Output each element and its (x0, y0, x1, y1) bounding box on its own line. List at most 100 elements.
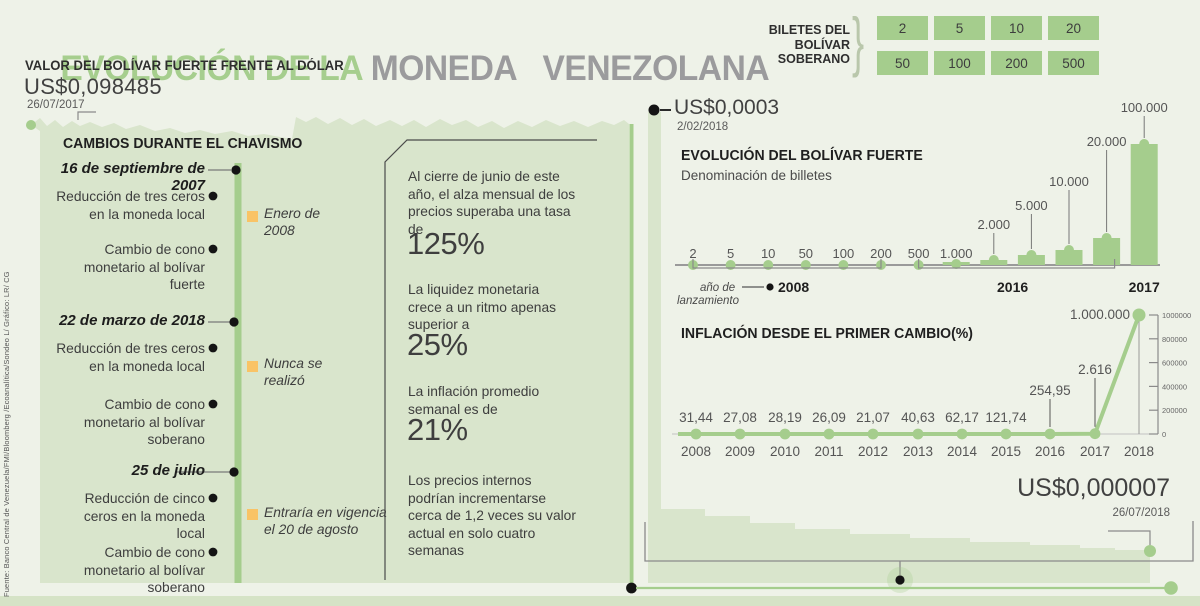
inflation-value-label: 31,44 (679, 410, 713, 425)
inflation-year-label: 2017 (1080, 444, 1110, 459)
denom-bar-cap (1101, 233, 1112, 243)
denom-bar-cap (1139, 139, 1150, 149)
header-subtitle: VALOR DEL BOLÍVAR FUERTE FRENTE AL DÓLAR (25, 58, 344, 73)
inflation-value-label: 27,08 (723, 410, 757, 425)
timeline-note: Entraría en vigencia el 20 de agosto (264, 505, 387, 538)
inflation-value-label: 40,63 (901, 410, 935, 425)
inflation-value-label: 62,17 (945, 410, 979, 425)
stat-text: Los precios internos podrían incrementar… (408, 473, 576, 559)
denom-label: 10 (761, 246, 775, 261)
denom-label: 5 (727, 246, 734, 261)
event3-dot (229, 467, 239, 477)
group-label: 2008 (778, 279, 809, 295)
group-label: 2017 (1129, 279, 1160, 295)
inflation-dot (956, 428, 968, 440)
timeline-note: Nunca se realizó (264, 356, 323, 389)
timeline-title: CAMBIOS DURANTE EL CHAVISMO (63, 136, 303, 152)
stat-value: 21% (407, 412, 468, 447)
inflation-year-label: 2016 (1035, 444, 1065, 459)
inflation-dot (779, 428, 791, 440)
timeline-item: Cambio de cono monetario al bolívar sobe… (83, 545, 205, 596)
year-dot (766, 283, 774, 291)
denom-bar-cap (1064, 245, 1074, 255)
denom-chart-title: EVOLUCIÓN DEL BOLÍVAR FUERTE (681, 148, 923, 164)
y-axis-tick-label: 800000 (1162, 335, 1187, 344)
event1-dot (231, 165, 241, 175)
denom-label: 100.000 (1121, 100, 1168, 115)
stat-value: 25% (407, 327, 468, 362)
callout-bottom-connector (1108, 530, 1151, 545)
banknote-box: 200 (991, 51, 1042, 75)
bullet-dot (208, 399, 218, 409)
baseline-left-dot (626, 582, 637, 594)
stat-value: 125% (407, 226, 485, 261)
inflation-year-label: 2009 (725, 444, 755, 459)
callout-top-dot (648, 104, 660, 116)
callout-bottom-date: 26/07/2018 (1112, 507, 1170, 519)
timeline-item: Cambio de cono monetario al bolívar fuer… (83, 242, 205, 293)
source-credit: Fuente: Banco Central de Venezuela/FMI/B… (2, 271, 11, 597)
banknote-box: 2 (877, 16, 928, 40)
inflation-year-label: 2008 (681, 444, 711, 459)
bolivar-value-area (648, 112, 1150, 583)
denom-bar-cap (1026, 250, 1037, 260)
y-axis-tick-label: 1000000 (1162, 311, 1191, 320)
page-title-gray: MONEDA VENEZOLANA (370, 49, 770, 88)
bullet-dot (208, 244, 218, 254)
date-connector-top-left (77, 111, 96, 120)
value-area-end-dot (1144, 545, 1156, 557)
y-axis-tick-label: 400000 (1162, 382, 1187, 391)
timeline-event-date: 16 de septiembre de 2007 (60, 160, 205, 194)
group-label: 2016 (997, 279, 1028, 295)
inflation-dot (734, 428, 746, 440)
banknote-box: 100 (934, 51, 985, 75)
bullet-dot (208, 343, 218, 353)
x-axis-label: año de (700, 282, 735, 294)
callout-top-value: US$0,0003 (674, 96, 780, 119)
area-bracket (644, 521, 1194, 562)
timeline-event-date: 25 de julio (131, 462, 205, 479)
note-square (247, 509, 258, 520)
inflation-year-label: 2010 (770, 444, 800, 459)
bracket-dot (895, 575, 905, 585)
stat-text: La liquidez monetaria crece a un ritmo a… (408, 282, 557, 333)
left-panel-shape (31, 117, 629, 583)
event2-dot (229, 317, 239, 327)
banknote-box: 20 (1048, 16, 1099, 40)
denom-bar-cap (988, 255, 999, 265)
note-square (247, 211, 258, 222)
banknotes-label: BILETES DEL BOLÍVAR SOBERANO (768, 23, 850, 66)
inflation-value-label: 254,95 (1029, 383, 1070, 398)
header-date: 26/07/2017 (27, 99, 85, 111)
inflation-year-label: 2015 (991, 444, 1021, 459)
denom-label: 1.000 (940, 246, 973, 261)
inflation-dot (1044, 428, 1056, 440)
inflation-dot (1132, 308, 1146, 322)
inflation-chart: 1000000 800000 600000 400000 200000 0 31,44 200… (678, 307, 1191, 459)
y-axis-tick-label: 600000 (1162, 359, 1187, 368)
banknote-box: 500 (1048, 51, 1099, 75)
denom-chart-subtitle: Denominación de billetes (681, 168, 832, 183)
denom-label: 100 (833, 246, 855, 261)
stats-box-outline (384, 139, 597, 580)
note-square (247, 361, 258, 372)
inflation-value-label: 1.000.000 (1070, 307, 1130, 322)
inflation-year-label: 2014 (947, 444, 978, 459)
inflation-chart-title: INFLACIÓN DESDE EL PRIMER CAMBIO(%) (681, 326, 974, 342)
timeline-note: Enero de 2008 (264, 206, 320, 239)
inflation-year-label: 2013 (903, 444, 933, 459)
inflation-dot (1000, 428, 1012, 440)
inflation-year-label: 2012 (858, 444, 888, 459)
inflation-year-label: 2011 (814, 444, 843, 459)
inflation-value-label: 121,74 (985, 410, 1027, 425)
timeline-event-date: 22 de marzo de 2018 (59, 312, 205, 329)
inflation-dot (823, 428, 835, 440)
header-value: US$0,098485 (24, 74, 162, 99)
denom-label: 10.000 (1049, 174, 1089, 189)
inflation-line (678, 314, 1141, 436)
inflation-value-label: 2.616 (1078, 362, 1112, 377)
timeline-item: Cambio de cono monetario al bolívar sobe… (83, 397, 205, 448)
banknote-box: 5 (934, 16, 985, 40)
